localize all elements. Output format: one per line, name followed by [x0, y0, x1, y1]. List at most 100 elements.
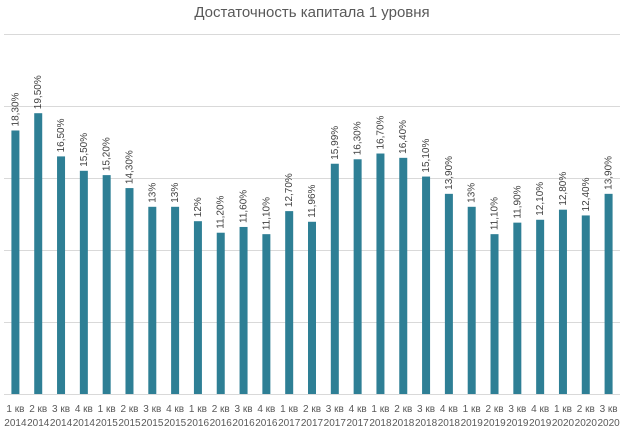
bar — [57, 156, 66, 394]
data-label: 15,50% — [79, 133, 90, 167]
bar — [262, 234, 271, 394]
data-label: 12,80% — [558, 172, 569, 206]
x-tick-quarter: 3 кв — [508, 404, 526, 415]
bar — [11, 130, 20, 395]
x-tick-year: 2018 — [415, 418, 438, 429]
x-tick-quarter: 4 кв — [531, 404, 549, 415]
x-tick-year: 2015 — [96, 418, 119, 429]
data-label: 12,40% — [581, 177, 592, 211]
x-tick-quarter: 1 кв — [554, 404, 572, 415]
x-tick-quarter: 3 кв — [52, 404, 70, 415]
bar — [285, 211, 294, 394]
x-tick-quarter: 2 кв — [120, 404, 138, 415]
data-label: 15,99% — [330, 126, 341, 160]
data-label: 11,10% — [261, 197, 272, 230]
x-tick-year: 2015 — [164, 418, 187, 429]
x-tick-year: 2018 — [369, 418, 392, 429]
x-tick-year: 2020 — [552, 418, 575, 429]
x-tick-year: 2016 — [255, 418, 278, 429]
data-label: 16,40% — [398, 120, 409, 154]
bar — [148, 206, 157, 394]
data-label: 13% — [147, 183, 158, 203]
x-tick-year: 2014 — [73, 418, 96, 429]
x-tick-quarter: 4 кв — [166, 404, 184, 415]
x-tick-quarter: 2 кв — [212, 404, 230, 415]
x-tick-year: 2019 — [483, 418, 506, 429]
data-label: 18,30% — [10, 92, 21, 126]
x-tick-year: 2016 — [232, 418, 255, 429]
x-tick-quarter: 4 кв — [440, 404, 458, 415]
bar — [102, 175, 111, 394]
bar — [581, 215, 590, 394]
x-tick-quarter: 1 кв — [6, 404, 24, 415]
bar — [330, 163, 339, 394]
data-label: 11,96% — [307, 184, 318, 217]
data-label: 13,90% — [604, 156, 615, 190]
x-tick-quarter: 4 кв — [257, 404, 275, 415]
x-tick-year: 2019 — [506, 418, 529, 429]
x-tick-quarter: 2 кв — [29, 404, 47, 415]
x-tick-year: 2019 — [461, 418, 484, 429]
bar — [79, 170, 88, 394]
data-label: 16,70% — [375, 115, 386, 149]
bar — [239, 226, 248, 394]
x-tick-quarter: 1 кв — [463, 404, 481, 415]
data-label: 11,90% — [512, 185, 523, 218]
bar — [308, 221, 316, 394]
bar — [216, 232, 225, 394]
x-tick-quarter: 3 кв — [143, 404, 161, 415]
x-tick-quarter: 2 кв — [303, 404, 321, 415]
x-tick-year: 2016 — [210, 418, 233, 429]
x-tick-year: 2019 — [529, 418, 552, 429]
bar — [34, 113, 43, 394]
x-tick-quarter: 3 кв — [326, 404, 344, 415]
x-tick-year: 2017 — [347, 418, 370, 429]
x-tick-year: 2016 — [187, 418, 210, 429]
bar — [125, 188, 134, 394]
bar — [467, 206, 476, 394]
bar — [444, 193, 453, 394]
x-tick-quarter: 2 кв — [577, 404, 595, 415]
data-label: 13,90% — [444, 156, 455, 190]
bar — [376, 153, 385, 394]
x-tick-year: 2020 — [575, 418, 598, 429]
data-label: 19,50% — [33, 75, 44, 109]
data-label: 16,50% — [56, 118, 67, 152]
data-label: 13% — [170, 183, 181, 203]
bar — [536, 219, 545, 394]
x-tick-year: 2015 — [118, 418, 141, 429]
bar — [193, 221, 202, 394]
x-tick-quarter: 1 кв — [98, 404, 116, 415]
data-label: 15,20% — [102, 137, 113, 171]
bar — [558, 209, 567, 394]
data-label: 11,20% — [216, 195, 227, 228]
data-label: 15,10% — [421, 139, 432, 173]
x-tick-year: 2020 — [597, 418, 620, 429]
data-label: 11,60% — [239, 190, 250, 223]
bar — [353, 159, 362, 394]
x-tick-quarter: 3 кв — [235, 404, 253, 415]
x-tick-quarter: 2 кв — [394, 404, 412, 415]
bar — [422, 176, 431, 394]
x-tick-year: 2014 — [50, 418, 73, 429]
chart-title: Достаточность капитала 1 уровня — [194, 4, 430, 21]
x-tick-quarter: 2 кв — [486, 404, 504, 415]
x-tick-year: 2017 — [301, 418, 324, 429]
bar — [399, 157, 408, 394]
bar — [513, 222, 522, 394]
data-label: 13% — [467, 183, 478, 203]
x-tick-quarter: 1 кв — [189, 404, 207, 415]
x-tick-quarter: 4 кв — [75, 404, 93, 415]
x-tick-year: 2017 — [278, 418, 301, 429]
x-tick-year: 2018 — [392, 418, 415, 429]
x-tick-year: 2014 — [4, 418, 27, 429]
x-tick-quarter: 1 кв — [280, 404, 298, 415]
x-tick-year: 2015 — [141, 418, 164, 429]
data-label: 16,30% — [353, 121, 364, 155]
x-tick-quarter: 3 кв — [600, 404, 618, 415]
bars — [11, 113, 613, 395]
data-label: 12,70% — [284, 173, 295, 207]
